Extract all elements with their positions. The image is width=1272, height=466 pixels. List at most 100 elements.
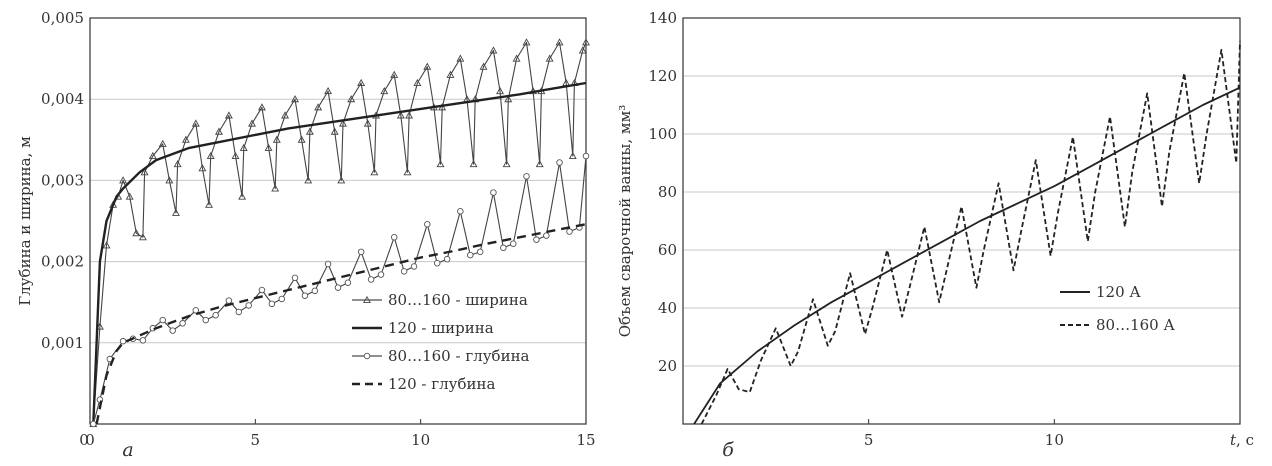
data-point [535, 160, 544, 168]
x-tick-label: 0 [85, 431, 95, 449]
data-point [357, 78, 366, 86]
data-point [205, 200, 214, 208]
data-point [278, 295, 286, 303]
data-point [578, 46, 587, 54]
legend: 80…160 - ширина 120 - ширина 80…160 - глуб… [352, 291, 530, 393]
data-point [433, 259, 441, 267]
data-point [396, 111, 405, 119]
data-point [469, 160, 478, 168]
data-point [231, 151, 240, 160]
chart-panel-b: 20 40 60 80 100 120 140 5 10 Объем сварочной ванн… [616, 9, 1254, 461]
plot-frame [89, 17, 587, 425]
legend-label: 80…160 - глубина [388, 347, 530, 365]
data-point [119, 176, 128, 184]
data-point [380, 86, 389, 95]
legend-label: 80…160 А [1096, 316, 1175, 334]
data-point [314, 103, 323, 111]
data-point [510, 240, 517, 247]
data-point [582, 38, 590, 46]
data-point [158, 139, 167, 147]
data-point [476, 248, 484, 256]
y-tick-label: 40 [658, 299, 677, 317]
data-point [202, 316, 209, 324]
data-point [125, 192, 134, 200]
series-line [92, 81, 587, 425]
data-point [139, 337, 147, 344]
data-point [330, 127, 339, 135]
y-tick-label: 100 [648, 125, 677, 143]
data-point [271, 184, 280, 192]
data-point [403, 168, 412, 176]
data-point [502, 160, 511, 168]
data-point [281, 111, 290, 119]
y-tick-label: 0,004 [41, 90, 84, 108]
data-point [390, 233, 398, 241]
data-point [304, 176, 313, 184]
data-point [264, 143, 273, 151]
data-point [140, 168, 149, 176]
data-point [206, 151, 215, 160]
series-line [693, 86, 1241, 425]
data-point [181, 135, 190, 143]
data-point [533, 236, 540, 243]
chart-panel-a: 0,001 0,002 0,003 0,004 0,005 0 5 10 15 Глубина и… [16, 9, 596, 461]
data-point [446, 70, 455, 78]
data-point [268, 300, 276, 308]
data-point [311, 287, 319, 295]
data-point [512, 54, 521, 62]
data-point [334, 284, 342, 291]
legend: 120 А 80…160 А [1060, 283, 1175, 334]
data-point [239, 143, 248, 151]
data-point [224, 111, 233, 119]
data-point [214, 127, 223, 135]
data-point [305, 127, 314, 135]
y-tick-label: 0,005 [41, 9, 84, 27]
data-point [119, 337, 127, 345]
data-point [457, 208, 464, 215]
series-line [92, 41, 587, 425]
data-point [225, 297, 233, 304]
legend-label: 120 - глубина [388, 375, 495, 393]
data-point [138, 233, 147, 241]
data-point [405, 111, 414, 119]
data-point [479, 62, 488, 70]
y-tick-label: 20 [658, 357, 677, 375]
data-point [490, 189, 497, 196]
data-point [191, 119, 200, 127]
x-tick-label: 15 [576, 431, 595, 449]
data-point [496, 86, 504, 95]
data-point [301, 292, 309, 299]
legend-label: 80…160 - ширина [388, 291, 528, 309]
y-tick-label: 0,003 [41, 171, 84, 189]
y-tick-label: 80 [658, 183, 677, 201]
data-point [90, 420, 97, 428]
data-point [443, 255, 451, 263]
data-point [347, 95, 356, 103]
data-point [400, 268, 408, 275]
data-point [370, 168, 379, 176]
data-point [248, 119, 256, 127]
data-point [291, 95, 299, 103]
data-point [410, 263, 418, 270]
series-line [700, 41, 1241, 425]
panel-label: а [122, 439, 133, 461]
data-point [258, 286, 266, 294]
data-point [235, 308, 243, 316]
legend-label: 120 А [1096, 283, 1141, 301]
data-point [436, 160, 445, 168]
x-tick-label: 5 [251, 431, 261, 449]
data-point [344, 279, 352, 286]
data-point [367, 276, 375, 283]
data-point [297, 135, 306, 143]
y-tick-label: 120 [648, 67, 677, 85]
y-axis-label: Глубина и ширина, м [16, 136, 34, 306]
data-point [102, 241, 111, 249]
legend-marker [363, 352, 371, 360]
data-point [489, 46, 498, 54]
data-point [337, 176, 346, 184]
data-point [543, 232, 550, 239]
data-point [500, 244, 507, 252]
data-point [523, 173, 530, 180]
data-point [291, 274, 299, 282]
series-line [95, 223, 587, 425]
